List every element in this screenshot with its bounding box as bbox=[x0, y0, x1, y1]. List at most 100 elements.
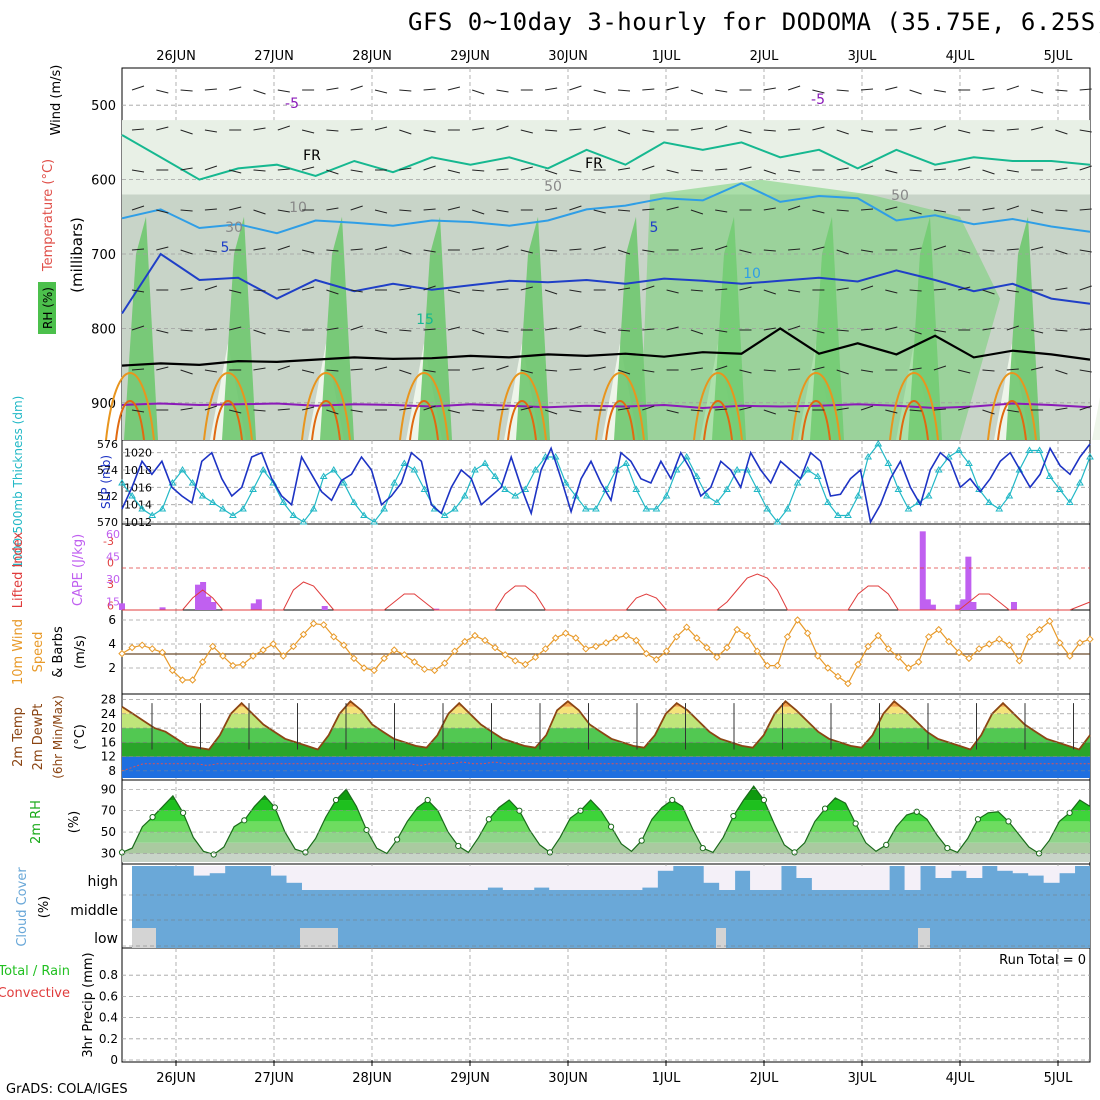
wind-barb bbox=[642, 369, 655, 373]
wind-barb bbox=[326, 369, 339, 372]
wind-barb bbox=[1030, 126, 1044, 131]
wind-barb bbox=[301, 369, 315, 374]
wind-barb bbox=[982, 249, 995, 252]
wind-barb bbox=[1030, 246, 1044, 251]
temp-tick: 24 bbox=[101, 707, 116, 721]
thickness-marker bbox=[904, 505, 913, 512]
cloud-high-clear bbox=[1028, 866, 1045, 876]
wind-barb bbox=[496, 329, 509, 333]
wind-barb bbox=[1030, 366, 1044, 371]
wind-barb bbox=[836, 167, 849, 171]
thickness-panel bbox=[121, 439, 1091, 525]
wind-barb bbox=[593, 366, 606, 371]
wind-barb bbox=[1079, 285, 1092, 291]
run-total-label: Run Total = 0 bbox=[999, 953, 1086, 968]
wind-barb bbox=[763, 289, 776, 295]
thickness-marker bbox=[118, 479, 126, 486]
wind-barb bbox=[763, 207, 776, 211]
wind-speed-marker bbox=[420, 665, 429, 673]
wind-speed-marker bbox=[965, 654, 973, 663]
thickness-marker bbox=[360, 511, 368, 518]
wind-barb bbox=[229, 169, 242, 174]
thickness-marker bbox=[380, 505, 389, 512]
cloud-high-clear bbox=[518, 866, 535, 890]
wind-barb bbox=[1055, 89, 1068, 92]
wind-barb bbox=[860, 369, 874, 373]
thickness-marker bbox=[1086, 453, 1094, 460]
isotherm-label: 10 bbox=[743, 266, 761, 282]
wind-barb bbox=[569, 128, 582, 131]
wind-barb bbox=[763, 87, 776, 91]
wind-barb bbox=[642, 88, 655, 91]
date-label-top: 30JUN bbox=[548, 49, 588, 64]
wind-barb bbox=[593, 89, 606, 94]
wind-barb bbox=[666, 409, 679, 414]
wind-barb bbox=[933, 209, 946, 213]
cape-bar bbox=[250, 603, 257, 610]
wind-speed-marker bbox=[783, 633, 792, 641]
wind-speed-marker bbox=[1015, 657, 1024, 665]
date-label-top: 3JUL bbox=[848, 49, 878, 64]
cloud-high-clear bbox=[209, 866, 226, 874]
chart-title: GFS 0~10day 3-hourly for DODOMA (35.75E,… bbox=[408, 8, 1100, 36]
wind-barb bbox=[447, 289, 461, 294]
wind-barb bbox=[204, 328, 217, 331]
wind-barb bbox=[253, 89, 266, 95]
wind-barb bbox=[472, 127, 485, 131]
cloud-high-clear bbox=[301, 866, 318, 890]
rh-marker bbox=[852, 820, 859, 827]
ylabel-rhpct: (%) bbox=[67, 811, 82, 834]
wind-barb bbox=[666, 326, 679, 331]
wind-barb bbox=[229, 206, 242, 211]
wind-barb bbox=[715, 365, 728, 371]
wind-barb bbox=[277, 329, 290, 333]
wind-speed-marker bbox=[662, 647, 671, 655]
wind-barb bbox=[690, 367, 703, 371]
wind-barb bbox=[690, 247, 703, 251]
thickness-marker bbox=[753, 485, 762, 492]
rh-moist-column bbox=[418, 216, 452, 440]
wind-barb bbox=[277, 89, 290, 93]
wind-speed-marker bbox=[763, 661, 772, 670]
cape-tick: 15 bbox=[106, 596, 120, 609]
wind-barb bbox=[617, 249, 631, 255]
cape-bar bbox=[929, 604, 936, 610]
wind-barb bbox=[545, 87, 558, 91]
thickness-marker bbox=[1055, 485, 1064, 492]
wind-barb bbox=[277, 365, 290, 371]
isotherm-hump-20 bbox=[595, 372, 645, 441]
thickness-tick: 574 bbox=[97, 464, 118, 477]
wind-barb bbox=[617, 209, 631, 212]
thickness-marker bbox=[592, 505, 600, 512]
wind-speed-marker bbox=[924, 633, 933, 641]
li-tick: 6 bbox=[107, 600, 114, 613]
wind-speed-marker bbox=[481, 636, 489, 645]
wind-barb bbox=[569, 205, 582, 211]
wind-barb bbox=[836, 89, 849, 92]
wind-speed-marker bbox=[309, 619, 318, 628]
isotherm-hump-25 bbox=[311, 400, 341, 441]
li-line bbox=[122, 573, 1091, 611]
wind-speed-marker bbox=[269, 640, 277, 648]
ylabel-10m: 10m Wind bbox=[11, 619, 26, 685]
cloud-high-clear bbox=[487, 866, 504, 888]
wind-barb bbox=[399, 407, 412, 411]
wind-speed-marker bbox=[1025, 633, 1034, 641]
isotherm-label: 30 bbox=[225, 220, 243, 236]
wind-barb bbox=[156, 126, 169, 131]
wind-speed-marker bbox=[733, 625, 741, 634]
wind-barb bbox=[885, 409, 898, 414]
wind-speed-marker bbox=[844, 679, 852, 688]
thickness-marker bbox=[813, 472, 822, 479]
wind-barb bbox=[1055, 329, 1068, 332]
wind-speed-marker bbox=[370, 666, 378, 675]
thickness-marker bbox=[1045, 472, 1054, 479]
precip-tick: 0.8 bbox=[99, 968, 118, 982]
cloud-high-clear bbox=[750, 866, 767, 890]
wind-barb bbox=[131, 409, 145, 413]
wind-barb bbox=[1079, 208, 1092, 211]
wind-speed-marker bbox=[854, 660, 862, 669]
cloud-high-clear bbox=[997, 866, 1014, 871]
wind-barb bbox=[253, 367, 266, 371]
